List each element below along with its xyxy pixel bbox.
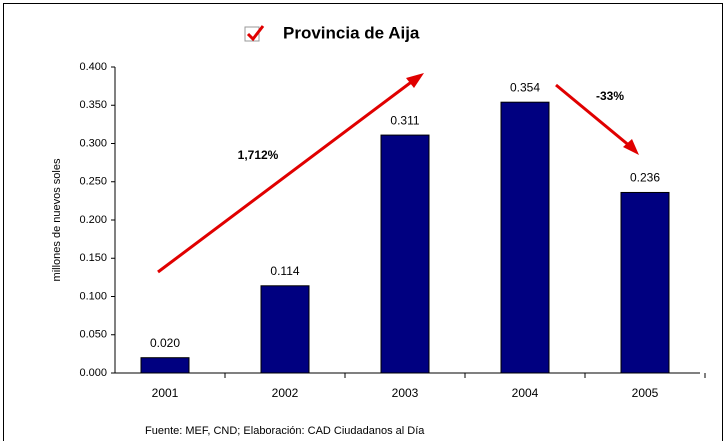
y-axis-label: millones de nuevos soles (51, 158, 63, 281)
y-tick-label: 0.400 (79, 61, 107, 73)
annotation: 1,712% (238, 148, 279, 162)
chart-title: Provincia de Aija (283, 23, 420, 42)
bar (260, 285, 310, 374)
x-tick-label: 2003 (392, 386, 419, 400)
legend-box (244, 26, 260, 42)
source: Fuente: MEF, CND; Elaboración: CAD Ciuda… (145, 425, 425, 437)
annotation: -33% (596, 89, 624, 103)
legend-check (246, 25, 265, 42)
bar (500, 101, 550, 374)
x-tick-label: 2005 (632, 386, 659, 400)
value-label: 0.020 (150, 336, 180, 350)
arrow-head (406, 73, 424, 88)
arrow (157, 78, 415, 274)
value-label: 0.311 (390, 113, 419, 127)
x-tick-label: 2001 (152, 386, 179, 400)
bar (140, 357, 190, 374)
y-tick-label: 0.350 (79, 99, 107, 111)
y-tick-label: 0.150 (79, 252, 107, 264)
y-tick-label: 0.100 (79, 290, 107, 302)
y-tick-label: 0.200 (79, 214, 107, 226)
frame (3, 3, 723, 441)
y-tick-label: 0.250 (79, 176, 107, 188)
value-label: 0.236 (630, 171, 660, 185)
bar (380, 134, 430, 374)
y-tick-label: 0.000 (79, 367, 107, 379)
arrow-head (623, 139, 639, 155)
value-label: 0.354 (510, 80, 540, 94)
x-tick-label: 2002 (272, 386, 299, 400)
arrow (555, 83, 632, 149)
y-tick-label: 0.050 (79, 329, 107, 341)
bar (620, 191, 670, 374)
y-tick-label: 0.300 (79, 137, 107, 149)
value-label: 0.114 (270, 264, 299, 278)
x-tick-label: 2004 (512, 386, 539, 400)
